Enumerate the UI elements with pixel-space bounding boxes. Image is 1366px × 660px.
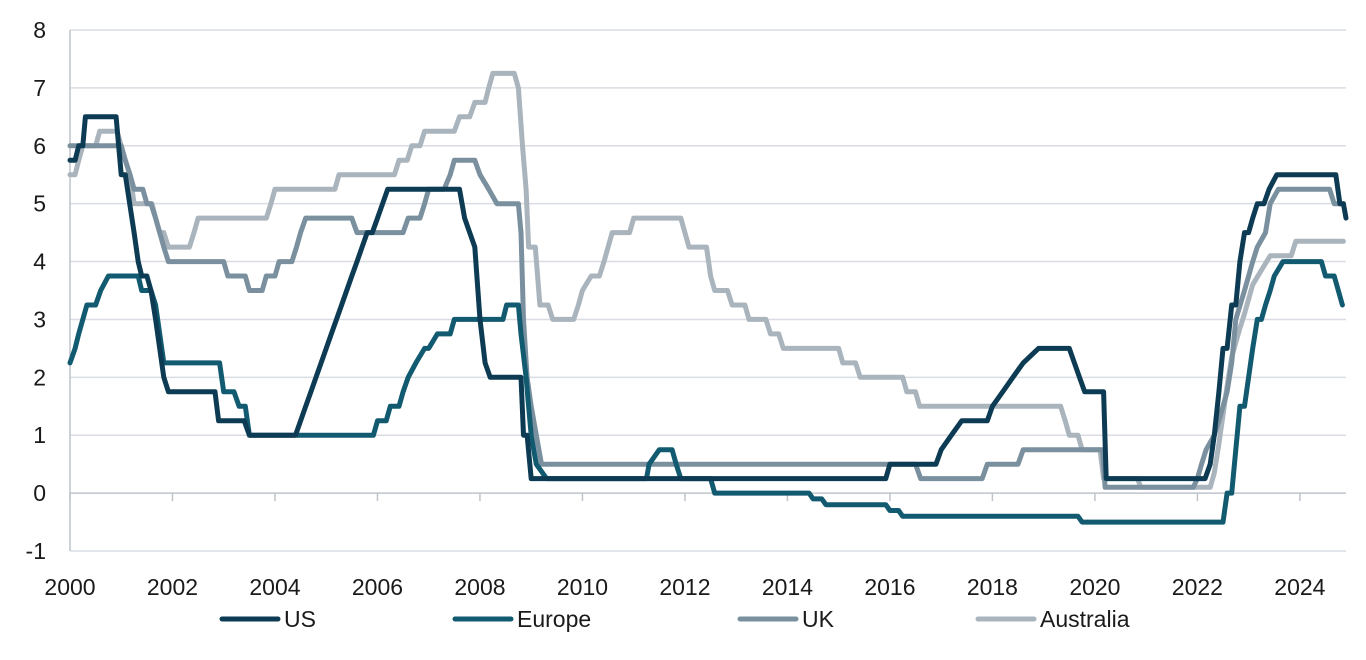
y-tick-label: -1 [26, 538, 46, 564]
x-tick-label: 2016 [864, 574, 915, 600]
y-tick-label: 8 [33, 17, 46, 43]
legend-label: UK [802, 606, 835, 632]
legend-label: Europe [517, 606, 591, 632]
y-tick-label: 5 [33, 191, 46, 217]
y-tick-label: 4 [33, 249, 46, 275]
y-tick-label: 0 [33, 480, 46, 506]
x-tick-label: 2024 [1274, 574, 1325, 600]
series-line-australia [67, 70, 1346, 490]
y-tick-label: 7 [33, 75, 46, 101]
series-line-us [67, 114, 1349, 482]
y-tick-label: 3 [33, 306, 46, 332]
y-tick-label: 2 [33, 364, 46, 390]
y-axis-tick-labels: -1 0 1 2 3 4 5 6 7 8 [26, 17, 47, 564]
x-tick-label: 2000 [44, 574, 95, 600]
x-tick-label: 2022 [1172, 574, 1223, 600]
legend-item-australia: Australia [975, 606, 1130, 632]
legend-label: Australia [1040, 606, 1130, 632]
legend-label: US [284, 606, 316, 632]
x-tick-label: 2008 [454, 574, 505, 600]
x-tick-label: 2014 [762, 574, 813, 600]
x-axis-tick-labels: 2000 2002 2004 2006 2008 2010 2012 2014 2016 2018… [44, 574, 1325, 600]
y-tick-label: 6 [33, 133, 46, 159]
series-line-europe [67, 259, 1345, 525]
x-tick-label: 2010 [557, 574, 608, 600]
x-tick-label: 2004 [249, 574, 300, 600]
legend-item-uk: UK [737, 606, 835, 632]
x-tick-label: 2006 [352, 574, 403, 600]
axes [69, 30, 1346, 551]
series-lines [67, 70, 1349, 525]
x-tick-label: 2012 [659, 574, 710, 600]
series-line-uk [67, 143, 1346, 490]
x-tick-label: 2002 [147, 574, 198, 600]
legend-item-us: US [219, 606, 316, 632]
legend: US Europe UK Australia [219, 606, 1130, 632]
y-tick-label: 1 [33, 422, 46, 448]
x-tick-label: 2018 [967, 574, 1018, 600]
legend-item-europe: Europe [452, 606, 591, 632]
x-tick-label: 2020 [1069, 574, 1120, 600]
